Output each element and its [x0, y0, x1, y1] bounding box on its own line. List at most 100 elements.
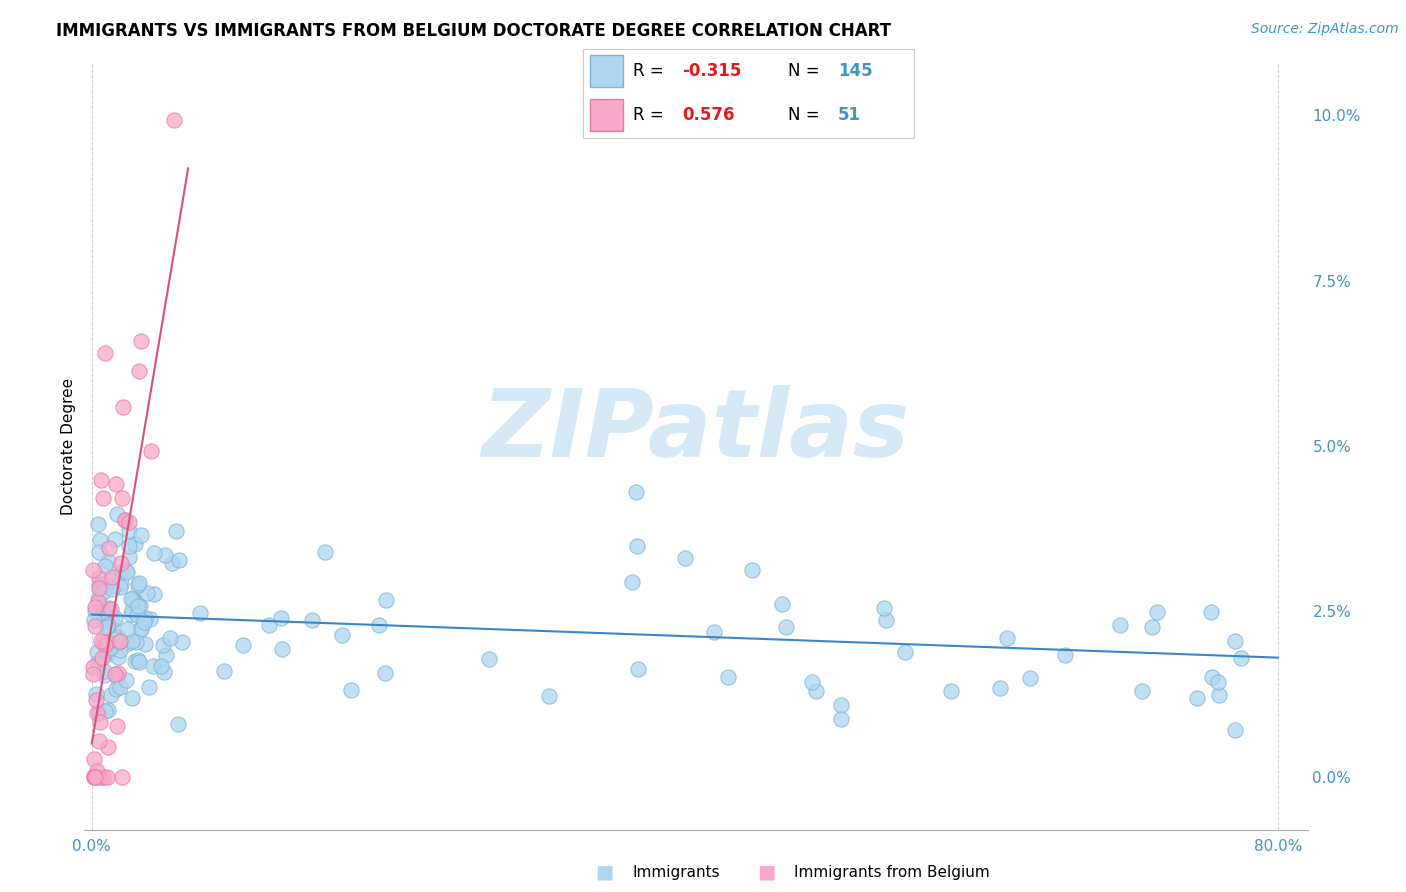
- Point: [89, 733, 111, 747]
- Point: [129, 528, 152, 542]
- Point: [103, 533, 125, 547]
- Text: Source: ZipAtlas.com: Source: ZipAtlas.com: [1251, 22, 1399, 37]
- Point: [367, 618, 389, 632]
- Point: [214, 665, 236, 679]
- Point: [107, 665, 129, 680]
- Point: [270, 611, 292, 625]
- Point: [717, 670, 740, 684]
- Text: Immigrants from Belgium: Immigrants from Belgium: [794, 865, 990, 880]
- Point: [90, 634, 112, 648]
- Text: 51: 51: [838, 106, 860, 124]
- Point: [165, 524, 187, 538]
- Point: [89, 714, 111, 729]
- Point: [374, 666, 396, 681]
- Point: [375, 593, 398, 607]
- Point: [94, 345, 117, 359]
- Point: [101, 570, 124, 584]
- Point: [875, 613, 897, 627]
- Point: [84, 618, 107, 632]
- Point: [125, 635, 148, 649]
- Point: [108, 635, 131, 649]
- Point: [114, 513, 136, 527]
- Point: [84, 770, 107, 784]
- Point: [104, 682, 127, 697]
- Point: [129, 621, 152, 635]
- Point: [138, 680, 160, 694]
- Point: [93, 668, 115, 682]
- Point: [97, 703, 120, 717]
- Point: [124, 654, 146, 668]
- Point: [107, 507, 129, 521]
- Point: [86, 592, 108, 607]
- Point: [105, 719, 128, 733]
- Point: [1019, 671, 1042, 685]
- Point: [91, 584, 114, 599]
- Point: [128, 577, 150, 591]
- Point: [121, 603, 143, 617]
- Point: [97, 541, 120, 556]
- Point: [107, 630, 129, 644]
- Point: [89, 706, 111, 721]
- Point: [626, 539, 648, 553]
- Point: [128, 655, 150, 669]
- Point: [257, 618, 280, 632]
- Point: [97, 740, 120, 755]
- Point: [153, 548, 176, 562]
- Point: [270, 641, 292, 656]
- Point: [1201, 670, 1223, 684]
- Point: [101, 615, 124, 629]
- Point: [98, 640, 121, 655]
- Text: ■: ■: [595, 863, 614, 882]
- Point: [830, 698, 852, 713]
- Point: [86, 656, 108, 670]
- Point: [149, 659, 172, 673]
- Point: [170, 635, 193, 649]
- Point: [114, 513, 136, 527]
- Point: [128, 576, 150, 591]
- Point: [101, 582, 124, 596]
- Point: [1054, 648, 1077, 663]
- Point: [624, 484, 647, 499]
- Point: [120, 592, 142, 607]
- Point: [873, 601, 896, 615]
- Point: [152, 638, 174, 652]
- Point: [97, 601, 120, 615]
- Point: [995, 631, 1018, 645]
- Point: [91, 651, 114, 665]
- Point: [127, 653, 149, 667]
- Point: [128, 364, 150, 378]
- Point: [162, 113, 184, 128]
- Point: [100, 573, 122, 587]
- Point: [129, 622, 152, 636]
- Point: [155, 648, 177, 662]
- Point: [87, 770, 110, 784]
- Point: [93, 770, 115, 784]
- Point: [96, 620, 118, 634]
- Point: [96, 614, 118, 628]
- Point: [104, 632, 127, 647]
- Point: [104, 667, 127, 681]
- Point: [129, 599, 152, 613]
- Point: [538, 689, 561, 703]
- Point: [167, 553, 190, 567]
- Point: [831, 712, 853, 726]
- Point: [142, 546, 165, 560]
- Point: [804, 683, 827, 698]
- Point: [330, 627, 353, 641]
- Point: [108, 680, 131, 694]
- Point: [91, 491, 114, 505]
- Point: [86, 687, 108, 701]
- Point: [90, 770, 112, 784]
- Point: [800, 675, 823, 690]
- Point: [121, 633, 143, 648]
- Point: [1185, 691, 1208, 706]
- Point: [621, 575, 644, 590]
- Point: [93, 634, 115, 648]
- Point: [107, 650, 129, 665]
- Text: R =: R =: [633, 106, 664, 124]
- Point: [142, 587, 165, 601]
- Point: [127, 607, 149, 622]
- Point: [188, 606, 211, 620]
- Point: [118, 515, 141, 529]
- Point: [97, 643, 120, 657]
